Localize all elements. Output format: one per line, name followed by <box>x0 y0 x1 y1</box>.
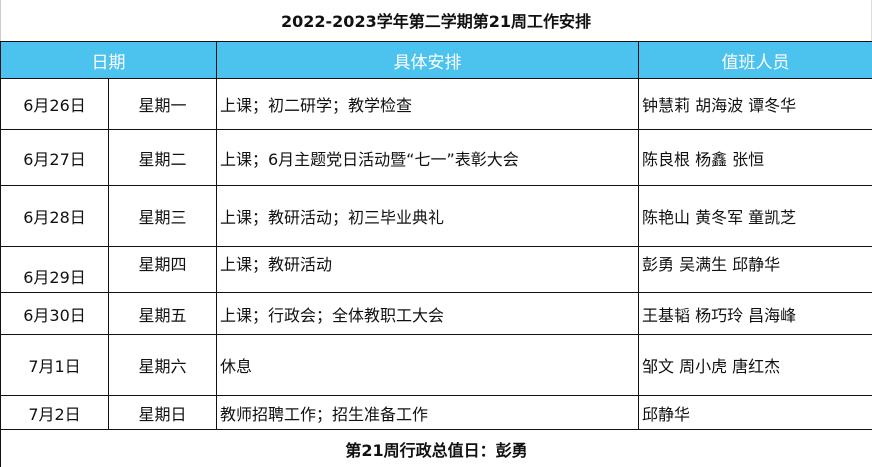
date-cell: 6月29日 <box>0 246 109 293</box>
table-row: 6月29日 星期四 上课；教研活动 彭勇 吴满生 邱静华 <box>0 246 872 293</box>
plan-cell: 休息 <box>216 334 639 396</box>
table-row: 7月1日 星期六 休息 邹文 周小虎 唐红杰 <box>0 334 872 396</box>
plan-cell: 教师招聘工作；招生准备工作 <box>216 395 639 430</box>
duty-cell: 钟慧莉 胡海波 谭冬华 <box>638 78 872 130</box>
weekly-admin-duty: 第21周行政总值日：彭勇 <box>0 429 872 467</box>
header-date: 日期 <box>0 41 217 79</box>
page-title: 2022-2023学年第二学期第21周工作安排 <box>0 0 872 41</box>
weekday-cell: 星期三 <box>108 185 217 247</box>
footer-row: 第21周行政总值日：彭勇 <box>0 429 872 467</box>
plan-cell: 上课；6月主题党日活动暨“七一”表彰大会 <box>216 129 639 186</box>
weekday-cell: 星期五 <box>108 292 217 335</box>
table-row: 7月2日 星期日 教师招聘工作；招生准备工作 邱静华 <box>0 395 872 430</box>
weekday-cell: 星期二 <box>108 129 217 186</box>
table-row: 6月26日 星期一 上课；初二研学；教学检查 钟慧莉 胡海波 谭冬华 <box>0 78 872 130</box>
table-row: 6月30日 星期五 上课；行政会；全体教职工大会 王基韬 杨巧玲 昌海峰 <box>0 292 872 335</box>
header-plan: 具体安排 <box>216 41 639 79</box>
date-cell: 7月2日 <box>0 395 109 430</box>
duty-cell: 邹文 周小虎 唐红杰 <box>638 334 872 396</box>
table-row: 6月28日 星期三 上课；教研活动；初三毕业典礼 陈艳山 黄冬军 童凯芝 <box>0 185 872 247</box>
date-cell: 6月26日 <box>0 78 109 130</box>
weekday-cell: 星期四 <box>108 246 217 293</box>
date-cell: 7月1日 <box>0 334 109 396</box>
weekday-cell: 星期六 <box>108 334 217 396</box>
plan-cell: 上课；初二研学；教学检查 <box>216 78 639 130</box>
date-cell: 6月27日 <box>0 129 109 186</box>
plan-cell: 上课；教研活动 <box>216 246 639 293</box>
table-header: 日期 具体安排 值班人员 <box>0 41 872 79</box>
plan-cell: 上课；行政会；全体教职工大会 <box>216 292 639 335</box>
table-row: 6月27日 星期二 上课；6月主题党日活动暨“七一”表彰大会 陈良根 杨鑫 张恒 <box>0 129 872 186</box>
header-duty: 值班人员 <box>638 41 872 79</box>
weekday-cell: 星期日 <box>108 395 217 430</box>
date-cell: 6月30日 <box>0 292 109 335</box>
duty-cell: 陈艳山 黄冬军 童凯芝 <box>638 185 872 247</box>
date-cell: 6月28日 <box>0 185 109 247</box>
duty-cell: 王基韬 杨巧玲 昌海峰 <box>638 292 872 335</box>
duty-cell: 邱静华 <box>638 395 872 430</box>
duty-cell: 彭勇 吴满生 邱静华 <box>638 246 872 293</box>
duty-cell: 陈良根 杨鑫 张恒 <box>638 129 872 186</box>
weekday-cell: 星期一 <box>108 78 217 130</box>
plan-cell: 上课；教研活动；初三毕业典礼 <box>216 185 639 247</box>
schedule-table: 日期 具体安排 值班人员 6月26日 星期一 上课；初二研学；教学检查 钟慧莉 … <box>0 41 872 467</box>
